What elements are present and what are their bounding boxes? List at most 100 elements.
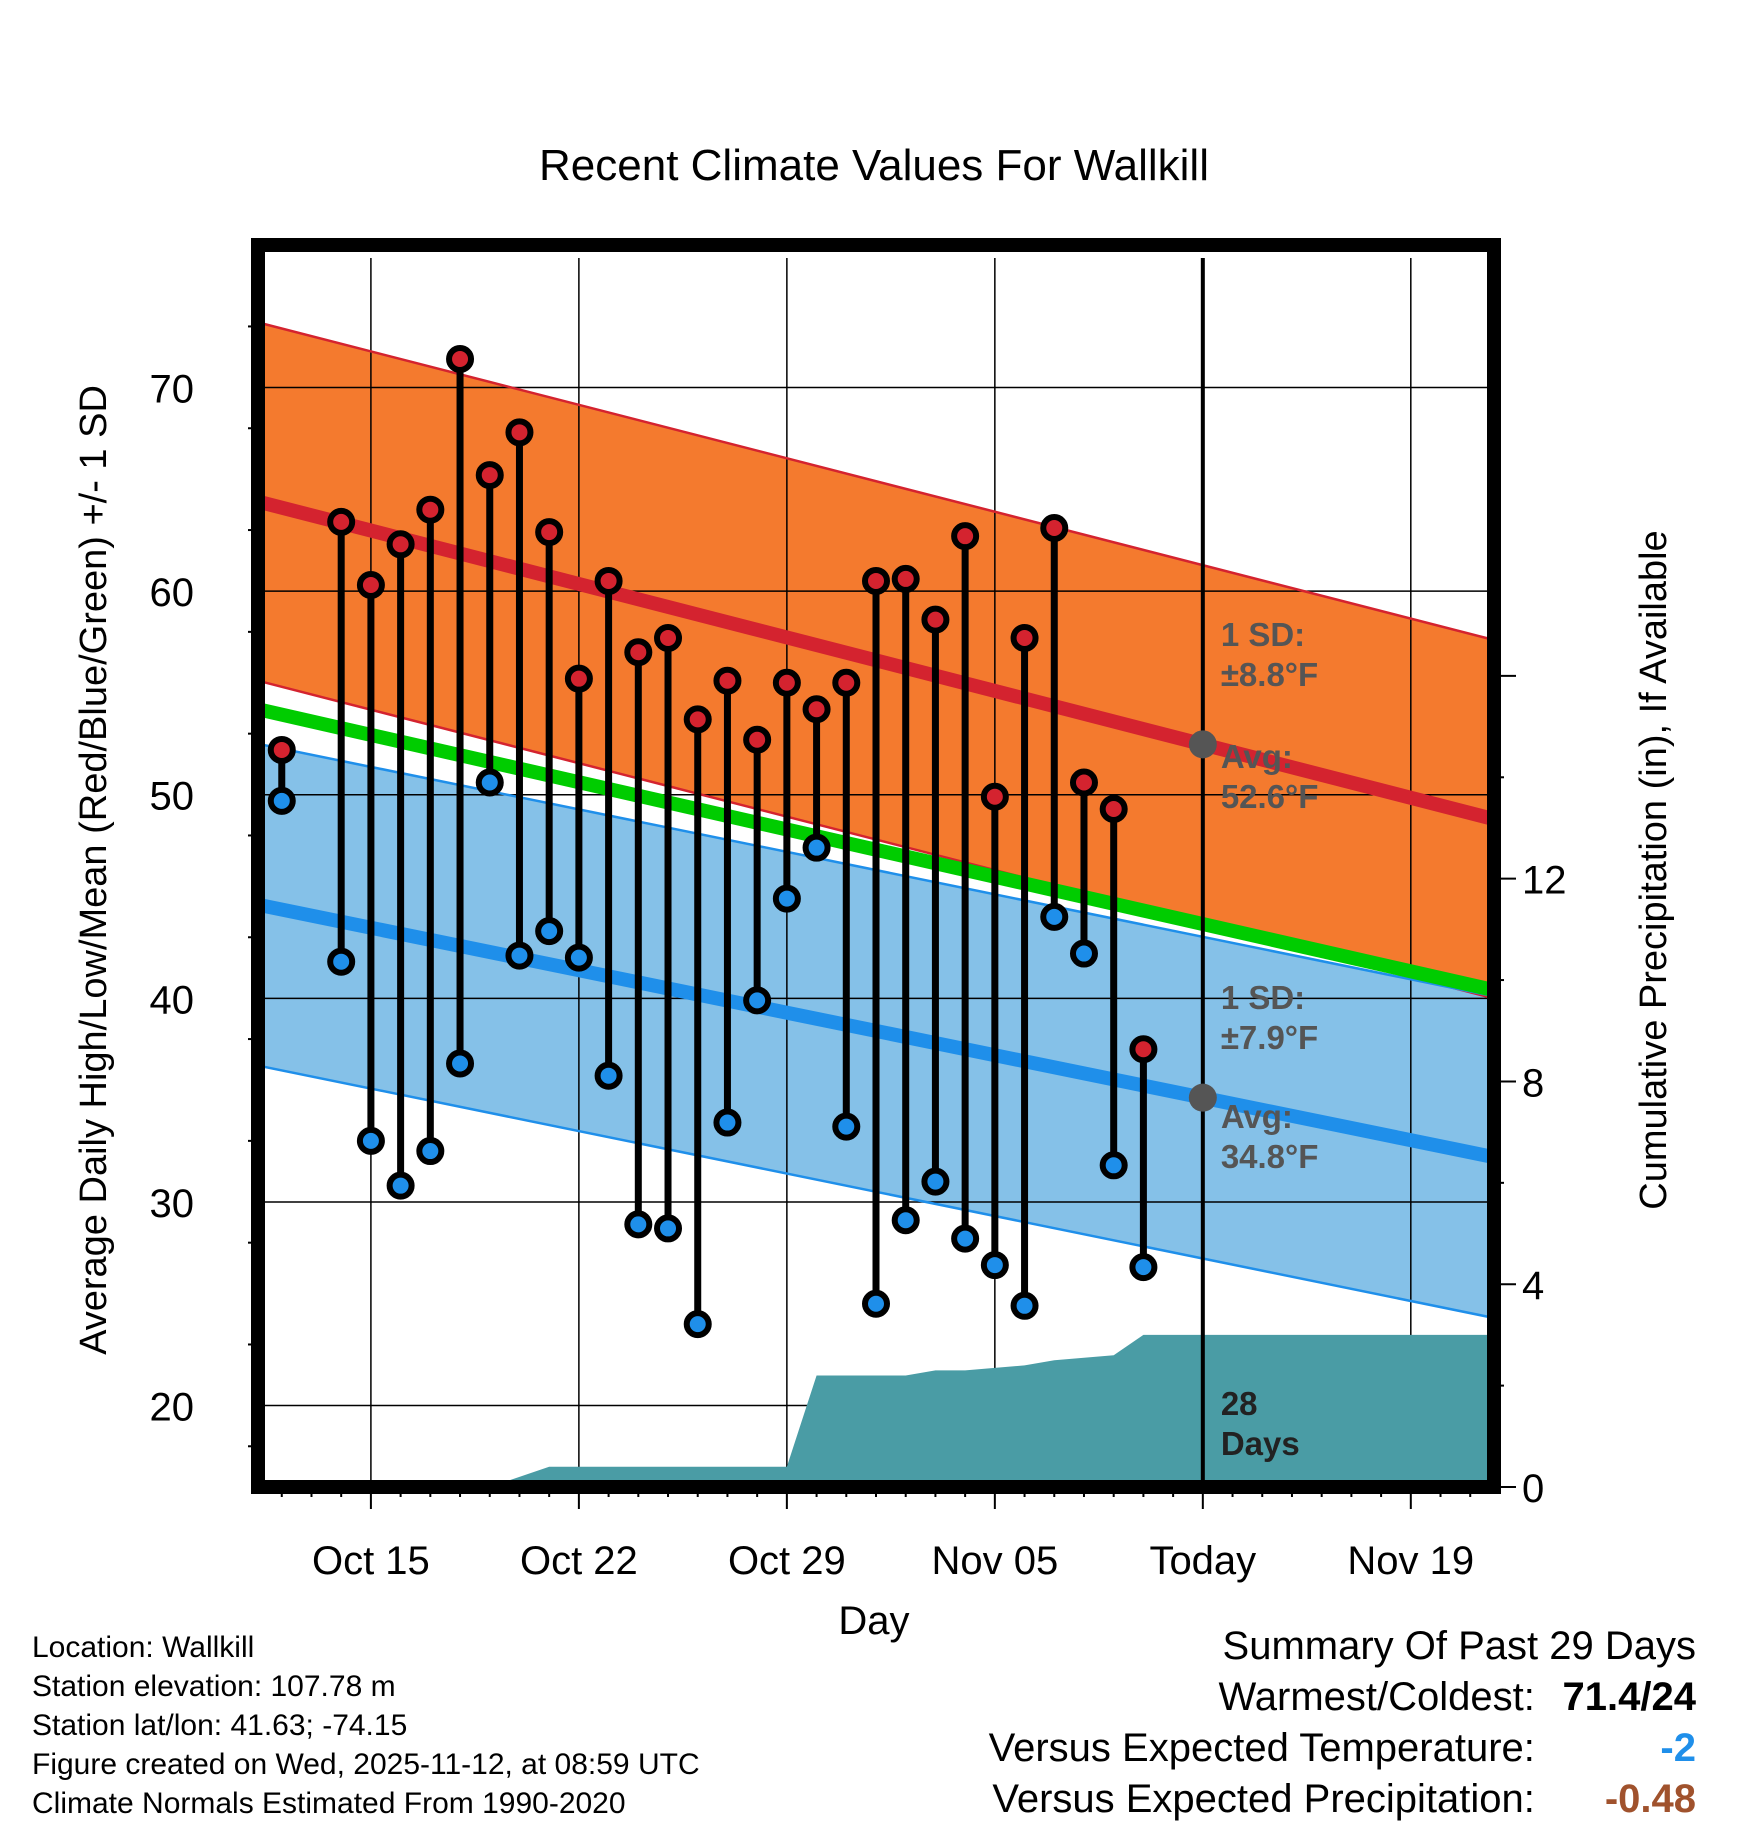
x-tick-label-24: Nov 05 <box>931 1539 1058 1583</box>
low-dot-day-5 <box>416 1137 445 1166</box>
days-annotation-line2: Days <box>1221 1425 1300 1462</box>
y-tick-label-20: 20 <box>150 1386 195 1430</box>
high-dot-day-5 <box>416 495 445 524</box>
high-dot-day-27 <box>1069 768 1098 797</box>
x-axis: Oct 15 Oct 22 Oct 29 Nov 05 Today Nov 19 <box>280 1487 1474 1583</box>
y-axis-right: 0 4 8 12 <box>1494 674 1567 1511</box>
high-dot-day-21 <box>891 564 920 593</box>
x-tick-label-17: Oct 29 <box>728 1539 846 1583</box>
low-dot-day-8 <box>505 941 534 970</box>
temperature-value: -2 <box>1660 1726 1696 1770</box>
high-avg-annotation-line2: 52.6°F <box>1221 778 1319 815</box>
normals-text: Climate Normals Estimated From 1990-2020 <box>32 1787 626 1820</box>
low-avg-annotation-line1: Avg: <box>1221 1098 1293 1135</box>
low-dot-day-15 <box>713 1108 742 1137</box>
created-text: Figure created on Wed, 2025-11-12, at 08… <box>32 1748 700 1781</box>
y-tick-label-70: 70 <box>150 368 195 412</box>
low-dot-day-9 <box>535 917 564 946</box>
high-sd-annotation-line2: ±8.8°F <box>1221 656 1318 693</box>
low-dot-day-23 <box>951 1224 980 1253</box>
low-dot-day-3 <box>356 1126 385 1155</box>
low-dot-day-13 <box>654 1214 683 1243</box>
low-dot-day-11 <box>594 1061 623 1090</box>
high-avg-annotation-line1: Avg: <box>1221 738 1293 775</box>
low-dot-day-29 <box>1129 1253 1158 1282</box>
low-sd-annotation: 1 SD: ±7.9°F <box>1221 979 1318 1056</box>
low-dot-day-18 <box>802 833 831 862</box>
low-dot-day-19 <box>832 1112 861 1141</box>
high-dot-day-19 <box>832 668 861 697</box>
y2-tick-label-0: 0 <box>1522 1467 1544 1511</box>
high-dot-day-4 <box>386 530 415 559</box>
latlon-text: Station lat/lon: 41.63; -74.15 <box>32 1709 408 1742</box>
precipitation-area <box>501 1334 1487 1483</box>
today-average-dots <box>1188 730 1217 1112</box>
high-sd-annotation: 1 SD: ±8.8°F <box>1221 616 1318 693</box>
y-tick-label-60: 60 <box>150 571 195 615</box>
x-tick-label-3: Oct 15 <box>312 1539 430 1583</box>
y2-axis-label: Cumulative Precipitation (in), If Availa… <box>1633 530 1675 1209</box>
high-dot-day-13 <box>654 623 683 652</box>
high-dot-day-12 <box>624 638 653 667</box>
high-dot-day-8 <box>505 418 534 447</box>
low-avg-annotation: Avg: 34.8°F <box>1221 1098 1319 1175</box>
low-sd-annotation-line2: ±7.9°F <box>1221 1019 1318 1056</box>
low-dot-day-0 <box>267 786 296 815</box>
low-dot-day-22 <box>921 1167 950 1196</box>
y-tick-label-30: 30 <box>150 1182 195 1226</box>
high-average-dot <box>1188 730 1217 759</box>
low-dot-day-26 <box>1040 902 1069 931</box>
high-dot-day-26 <box>1040 514 1069 543</box>
high-dot-day-18 <box>802 695 831 724</box>
y-tick-label-40: 40 <box>150 978 195 1022</box>
warmest-label: Warmest/Coldest: <box>1218 1675 1535 1719</box>
low-dot-day-17 <box>772 884 801 913</box>
low-dot-day-20 <box>862 1289 890 1318</box>
high-dot-day-20 <box>862 566 890 595</box>
summary-title: Summary Of Past 29 Days <box>1222 1624 1696 1668</box>
daily-high-low-stems <box>267 345 1158 1339</box>
summary-panel: Summary Of Past 29 Days Warmest/Coldest:… <box>989 1621 1696 1825</box>
low-dot-day-24 <box>980 1251 1009 1280</box>
warmest-value: 71.4/24 <box>1562 1675 1696 1719</box>
high-dot-day-14 <box>683 705 712 734</box>
x-tick-label-10: Oct 22 <box>520 1539 638 1583</box>
y-axis-left: 20 30 40 50 60 70 <box>150 325 258 1448</box>
high-dot-day-9 <box>535 518 564 547</box>
low-dot-day-10 <box>564 943 593 972</box>
high-dot-day-22 <box>921 605 950 634</box>
low-dot-day-7 <box>475 768 504 797</box>
high-dot-day-7 <box>475 461 504 490</box>
summary-temperature-row: Versus Expected Temperature: -2 <box>989 1723 1696 1774</box>
precipitation-value: -0.48 <box>1604 1777 1696 1821</box>
low-dot-day-27 <box>1069 939 1098 968</box>
high-sd-upper-edge <box>265 322 1487 640</box>
x-tick-label-38: Nov 19 <box>1347 1539 1474 1583</box>
high-avg-annotation: Avg: 52.6°F <box>1221 738 1319 815</box>
low-dot-day-14 <box>683 1310 712 1339</box>
high-dot-day-6 <box>446 345 475 374</box>
y2-tick-label-8: 8 <box>1522 1061 1544 1105</box>
high-dot-day-17 <box>772 668 801 697</box>
low-dot-day-2 <box>327 947 356 976</box>
elevation-text: Station elevation: 107.78 m <box>32 1670 396 1703</box>
temperature-label: Versus Expected Temperature: <box>988 1726 1535 1770</box>
y-axis-label: Average Daily High/Low/Mean (Red/Blue/Gr… <box>73 385 115 1355</box>
precipitation-label: Versus Expected Precipitation: <box>992 1777 1535 1821</box>
high-dot-day-15 <box>713 666 742 695</box>
high-dot-day-25 <box>1010 623 1039 652</box>
high-dot-day-16 <box>743 725 772 754</box>
high-dot-day-24 <box>980 782 1009 811</box>
location-text: Location: Wallkill <box>32 1631 255 1664</box>
high-dot-day-28 <box>1099 794 1128 823</box>
low-dot-day-12 <box>624 1210 653 1239</box>
station-info: Location: Wallkill Station elevation: 10… <box>32 1628 700 1823</box>
precipitation-fill <box>501 1334 1487 1483</box>
low-sd-annotation-line1: 1 SD: <box>1221 979 1305 1016</box>
low-dot-day-21 <box>891 1206 920 1235</box>
high-dot-day-3 <box>356 571 385 600</box>
high-dot-day-29 <box>1129 1035 1158 1064</box>
high-dot-day-2 <box>327 507 356 536</box>
